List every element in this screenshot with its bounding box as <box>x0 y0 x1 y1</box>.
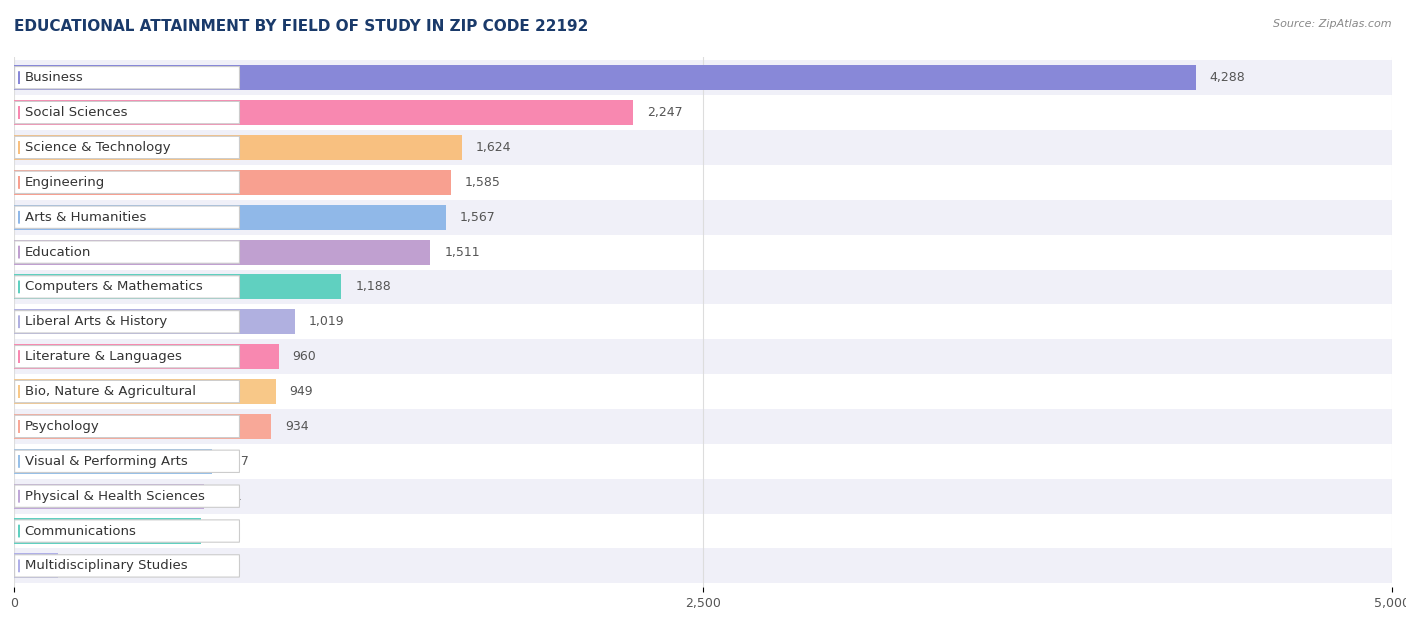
Bar <box>14 483 204 509</box>
Bar <box>14 414 271 439</box>
Text: Computers & Mathematics: Computers & Mathematics <box>24 280 202 293</box>
Text: 1,188: 1,188 <box>356 280 391 293</box>
Text: 691: 691 <box>218 490 242 503</box>
Text: Source: ZipAtlas.com: Source: ZipAtlas.com <box>1274 19 1392 29</box>
Bar <box>14 95 1392 130</box>
Bar <box>14 444 1392 479</box>
FancyBboxPatch shape <box>14 171 239 194</box>
FancyBboxPatch shape <box>14 241 239 263</box>
Bar <box>14 374 1392 409</box>
Text: Science & Technology: Science & Technology <box>24 141 170 154</box>
FancyBboxPatch shape <box>14 415 239 437</box>
Text: 1,567: 1,567 <box>460 211 495 224</box>
Text: 934: 934 <box>285 420 309 433</box>
Text: 2,247: 2,247 <box>647 106 683 119</box>
FancyBboxPatch shape <box>14 380 239 403</box>
FancyBboxPatch shape <box>14 346 239 368</box>
Bar <box>14 304 1392 339</box>
Text: Business: Business <box>24 71 83 84</box>
Text: 679: 679 <box>215 524 239 538</box>
Text: 1,624: 1,624 <box>475 141 510 154</box>
Text: Bio, Nature & Agricultural: Bio, Nature & Agricultural <box>24 385 195 398</box>
Text: 1,019: 1,019 <box>309 316 344 328</box>
Text: Arts & Humanities: Arts & Humanities <box>24 211 146 224</box>
Bar <box>14 235 1392 269</box>
Bar <box>14 553 59 579</box>
Bar <box>14 165 1392 200</box>
Bar <box>14 61 1392 95</box>
Bar <box>14 269 1392 304</box>
Text: 1,585: 1,585 <box>464 176 501 189</box>
FancyBboxPatch shape <box>14 136 239 158</box>
Text: 161: 161 <box>72 560 96 572</box>
Bar <box>14 344 278 369</box>
Text: 949: 949 <box>290 385 314 398</box>
Bar <box>14 339 1392 374</box>
FancyBboxPatch shape <box>14 206 239 228</box>
Text: Education: Education <box>24 245 91 259</box>
FancyBboxPatch shape <box>14 450 239 473</box>
FancyBboxPatch shape <box>14 310 239 333</box>
Text: 4,288: 4,288 <box>1209 71 1246 84</box>
Bar <box>14 514 1392 548</box>
FancyBboxPatch shape <box>14 276 239 298</box>
Text: EDUCATIONAL ATTAINMENT BY FIELD OF STUDY IN ZIP CODE 22192: EDUCATIONAL ATTAINMENT BY FIELD OF STUDY… <box>14 19 589 34</box>
FancyBboxPatch shape <box>14 520 239 542</box>
Text: Social Sciences: Social Sciences <box>24 106 127 119</box>
Text: Physical & Health Sciences: Physical & Health Sciences <box>24 490 204 503</box>
Text: Liberal Arts & History: Liberal Arts & History <box>24 316 167 328</box>
Text: Literature & Languages: Literature & Languages <box>24 350 181 363</box>
Bar <box>14 200 1392 235</box>
Bar <box>14 519 201 543</box>
Bar <box>14 130 1392 165</box>
Bar <box>14 240 430 264</box>
Text: Visual & Performing Arts: Visual & Performing Arts <box>24 455 187 468</box>
Bar <box>14 548 1392 583</box>
Bar <box>14 100 633 125</box>
Text: 1,511: 1,511 <box>444 245 479 259</box>
Text: Communications: Communications <box>24 524 136 538</box>
Bar <box>14 479 1392 514</box>
Bar <box>14 135 461 160</box>
Text: Multidisciplinary Studies: Multidisciplinary Studies <box>24 560 187 572</box>
Bar <box>14 379 276 404</box>
Text: 717: 717 <box>225 455 249 468</box>
Text: 960: 960 <box>292 350 316 363</box>
FancyBboxPatch shape <box>14 485 239 507</box>
Text: Engineering: Engineering <box>24 176 105 189</box>
Bar <box>14 170 451 195</box>
FancyBboxPatch shape <box>14 66 239 89</box>
Bar <box>14 409 1392 444</box>
Bar <box>14 204 446 230</box>
Text: Psychology: Psychology <box>24 420 100 433</box>
FancyBboxPatch shape <box>14 102 239 124</box>
Bar <box>14 449 212 474</box>
Bar <box>14 65 1195 90</box>
FancyBboxPatch shape <box>14 555 239 577</box>
Bar <box>14 274 342 300</box>
Bar <box>14 309 295 334</box>
